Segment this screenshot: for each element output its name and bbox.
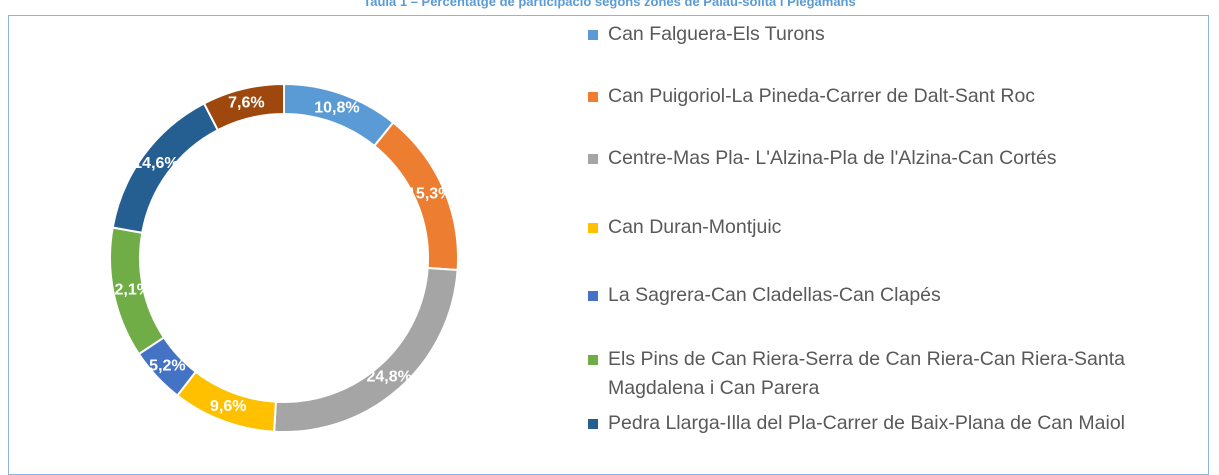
donut-slice [273, 266, 459, 433]
legend-swatch [588, 419, 598, 429]
donut-slice [202, 82, 285, 132]
legend-entry: Els Pins de Can Riera-Serra de Can Riera… [588, 345, 1203, 403]
legend-entry: La Sagrera-Can Cladellas-Can Clapés [588, 281, 1203, 310]
data-label: 7,6% [228, 95, 264, 112]
legend-label: Pedra Llarga-Illa del Pla-Carrer de Baix… [608, 412, 1126, 434]
legend-label: Centre-Mas Pla- L'Alzina-Pla de l'Alzina… [608, 147, 1057, 169]
legend-label: Els Pins de Can Riera-Serra de Can Riera… [608, 348, 1125, 399]
legend-entry: Can Falguera-Els Turons [588, 20, 1203, 49]
legend-entry: Can Puigoriol-La Pineda-Carrer de Dalt-S… [588, 82, 1203, 111]
legend-swatch [588, 92, 598, 102]
legend-swatch [588, 30, 598, 40]
page: Taula 1 – Percentatge de participació se… [8, 0, 1209, 475]
legend-swatch [588, 154, 598, 164]
data-label: 5,2% [149, 357, 185, 374]
data-label: 24,8% [366, 368, 411, 385]
data-label: 9,6% [210, 398, 246, 415]
legend-swatch [588, 223, 598, 233]
legend-label: Can Duran-Montjuic [608, 216, 782, 238]
legend-swatch [588, 291, 598, 301]
legend-label: Can Puigoriol-La Pineda-Carrer de Dalt-S… [608, 85, 1036, 107]
legend-label: La Sagrera-Can Cladellas-Can Clapés [608, 284, 941, 306]
data-label: 15,3% [407, 186, 452, 203]
legend-entry: Centre-Mas Pla- L'Alzina-Pla de l'Alzina… [588, 144, 1203, 173]
data-label: 14,6% [133, 155, 178, 172]
chart-title: Taula 1 – Percentatge de participació se… [363, 0, 856, 9]
chart: 10,8% 15,3% 24,8% 9,6% 5,2% 12,1% 14,6% 7,6% [106, 82, 459, 433]
legend-swatch [588, 355, 598, 365]
legend-entry: Can Duran-Montjuic [588, 213, 1203, 242]
legend-label: Can Falguera-Els Turons [608, 23, 825, 45]
legend-entry: Pedra Llarga-Illa del Pla-Carrer de Baix… [588, 409, 1203, 438]
data-label: 12,1% [106, 281, 151, 298]
data-label: 10,8% [314, 99, 359, 116]
